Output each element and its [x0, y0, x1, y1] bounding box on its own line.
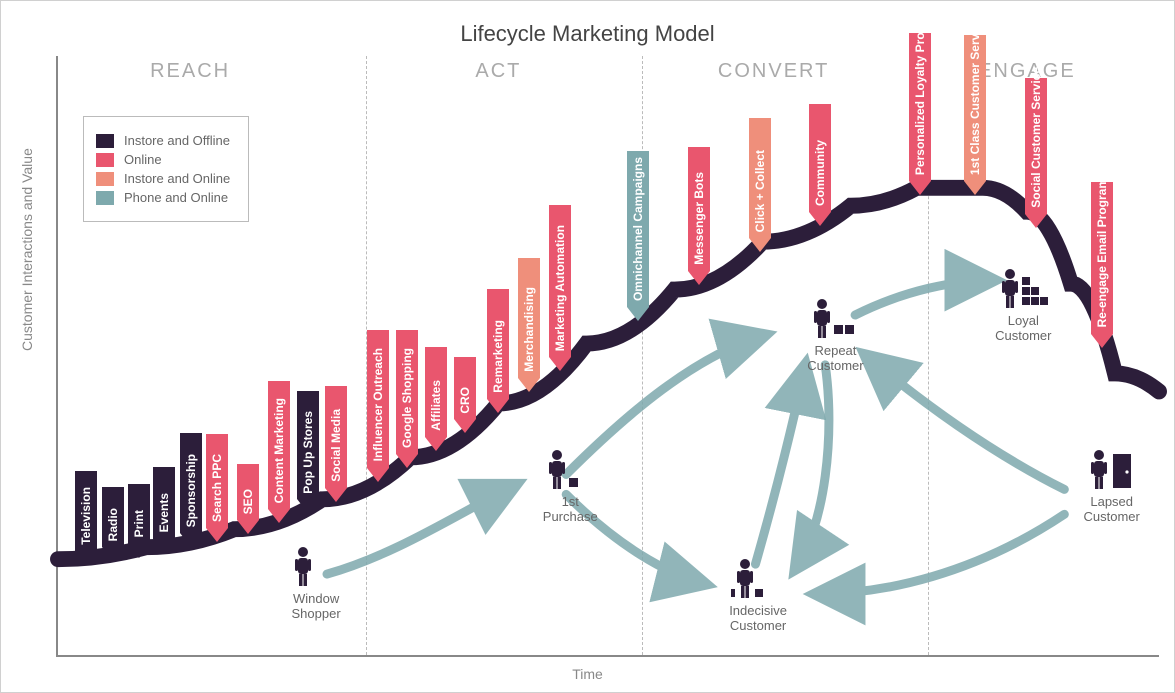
diagram-frame: Lifecycle Marketing Model Customer Inter… [0, 0, 1175, 693]
channel-tag-label: Marketing Automation [553, 221, 567, 357]
channel-tag-label: Social Media [329, 405, 343, 488]
channel-tag: Search PPC [206, 434, 228, 542]
channel-tag-label: 1st Class Customer Service [968, 13, 982, 181]
channel-tag: Events [153, 467, 175, 553]
channel-tag-label: Influencer Outreach [371, 344, 385, 467]
channel-tag-label: Merchandising [522, 283, 536, 378]
channel-tag-label: CRO [458, 383, 472, 420]
channel-tag-label: Messenger Bots [692, 168, 706, 271]
channel-tag: Television [75, 471, 97, 565]
persona-label: LapsedCustomer [1057, 494, 1167, 524]
channel-tag: Personalized Loyalty Program [909, 33, 931, 195]
persona: LapsedCustomer [1057, 448, 1167, 524]
x-axis-label: Time [1, 666, 1174, 682]
channel-tag: Community [809, 104, 831, 226]
channel-tag-label: Sponsorship [184, 450, 198, 533]
channel-tag-label: Events [157, 489, 171, 538]
legend-swatch [96, 153, 114, 167]
legend-label: Instore and Offline [124, 133, 230, 148]
persona: WindowShopper [261, 545, 371, 621]
channel-tag: Google Shopping [396, 330, 418, 468]
plot-area: REACHACTCONVERTENGAGE TelevisionRadioPri… [56, 56, 1159, 657]
legend-item: Instore and Offline [96, 133, 230, 148]
legend-item: Instore and Online [96, 171, 230, 186]
channel-tag: Content Marketing [268, 381, 290, 523]
legend-label: Phone and Online [124, 190, 228, 205]
channel-tag-label: Print [132, 506, 146, 543]
channel-tag: Re-engage Email Program [1091, 182, 1113, 348]
channel-tag: Messenger Bots [688, 147, 710, 285]
legend-swatch [96, 191, 114, 205]
channel-tag: Influencer Outreach [367, 330, 389, 482]
persona-label: 1stPurchase [515, 494, 625, 524]
channel-tag-label: Re-engage Email Program [1095, 174, 1109, 333]
channel-tag: SEO [237, 464, 259, 534]
channel-tag-label: Google Shopping [400, 344, 414, 454]
channel-tag-label: Omnichannel Campaigns [631, 153, 645, 307]
channel-tag-label: Remarketing [491, 316, 505, 399]
channel-tag-label: Content Marketing [272, 394, 286, 509]
channel-tag: 1st Class Customer Service [964, 35, 986, 195]
channel-tag: Affiliates [425, 347, 447, 451]
legend-item: Online [96, 152, 230, 167]
channel-tag-label: Television [79, 483, 93, 551]
y-axis-label: Customer Interactions and Value [19, 148, 35, 351]
channel-tag: Social Media [325, 386, 347, 502]
channel-tag: Merchandising [518, 258, 540, 392]
persona-label: WindowShopper [261, 591, 371, 621]
persona: LoyalCustomer [968, 267, 1078, 343]
persona: 1stPurchase [515, 448, 625, 524]
legend-label: Online [124, 152, 162, 167]
channel-tag: Marketing Automation [549, 205, 571, 371]
channel-tag-label: Community [813, 136, 827, 212]
legend-swatch [96, 172, 114, 186]
channel-tag-label: SEO [241, 485, 255, 520]
channel-tag: Sponsorship [180, 433, 202, 547]
persona: RepeatCustomer [780, 297, 890, 373]
channel-tag: Radio [102, 487, 124, 561]
channel-tag-label: Click + Collect [753, 146, 767, 238]
channel-tag-label: Personalized Loyalty Program [913, 0, 927, 181]
persona-label: IndecisiveCustomer [703, 603, 813, 633]
channel-tag: Print [128, 484, 150, 558]
persona-label: RepeatCustomer [780, 343, 890, 373]
chart-title: Lifecycle Marketing Model [1, 21, 1174, 47]
channel-tag-label: Affiliates [429, 376, 443, 437]
legend-swatch [96, 134, 114, 148]
channel-tag-label: Radio [106, 504, 120, 547]
channel-tag: Click + Collect [749, 118, 771, 252]
channel-tag: Pop Up Stores [297, 391, 319, 513]
channel-tag: Social Customer Service [1025, 78, 1047, 228]
channel-tag: CRO [454, 357, 476, 433]
persona: IndecisiveCustomer [703, 557, 813, 633]
channel-tag-label: Search PPC [210, 450, 224, 528]
channel-tag-label: Pop Up Stores [301, 407, 315, 500]
channel-tag: Remarketing [487, 289, 509, 413]
channel-tag-label: Social Customer Service [1029, 63, 1043, 214]
legend-item: Phone and Online [96, 190, 230, 205]
persona-label: LoyalCustomer [968, 313, 1078, 343]
legend-label: Instore and Online [124, 171, 230, 186]
legend: Instore and Offline Online Instore and Onl… [83, 116, 249, 222]
channel-tag: Omnichannel Campaigns [627, 151, 649, 321]
